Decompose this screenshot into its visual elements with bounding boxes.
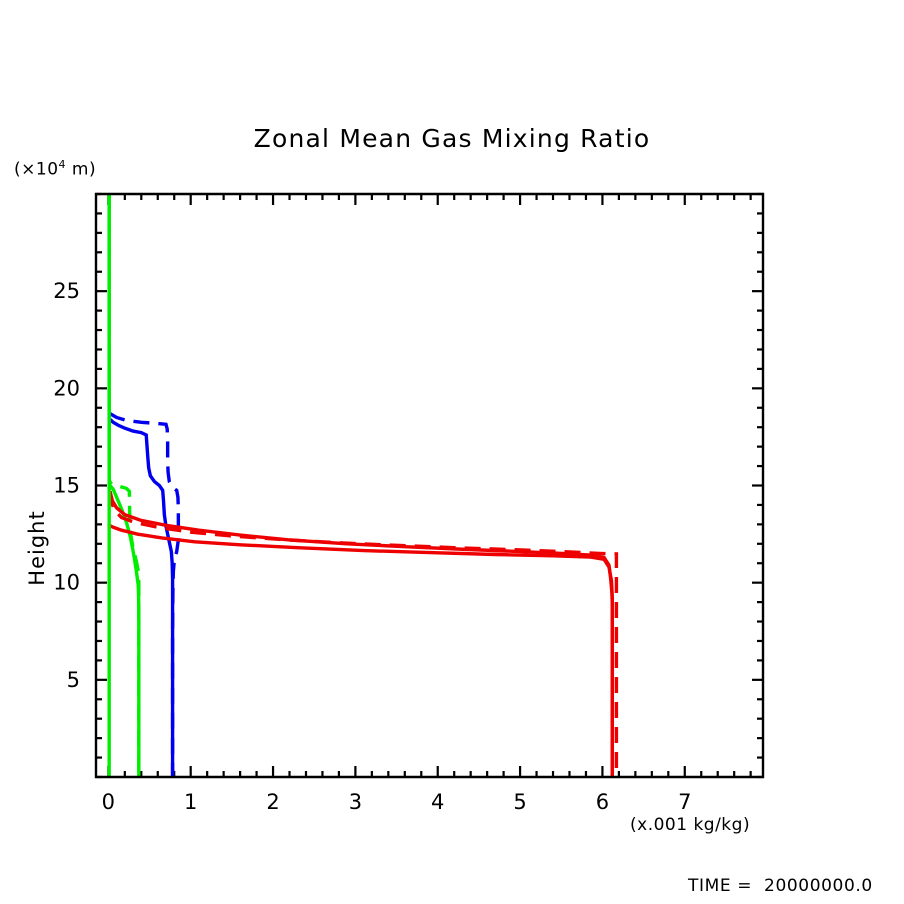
series-line-red-solid-upper: [108, 490, 615, 777]
series-line-blue-dashed: [109, 412, 181, 777]
axis-frame: [94, 192, 765, 779]
axis-tick-marks: [96, 192, 763, 779]
x-tick-label: 3: [349, 790, 362, 814]
series-line-blue-solid: [108, 418, 175, 777]
series-line-green-dashed: [107, 194, 141, 777]
x-tick-label: 1: [184, 790, 197, 814]
y-tick-label: 25: [53, 279, 80, 303]
x-tick-label: 2: [266, 790, 279, 814]
time-stamp-label: TIME = 20000000.0: [688, 876, 873, 896]
series-line-green-solid: [107, 194, 141, 777]
series-line-red-dashed: [108, 491, 619, 777]
x-tick-label: 7: [678, 790, 691, 814]
y-tick-label: 20: [53, 376, 80, 400]
y-tick-label: 15: [53, 474, 80, 498]
axis-tick-labels: 0 1 2 3 4 5 6 7 5 10 15 20 25: [53, 279, 691, 814]
x-axis-unit-label: (x.001 kg/kg): [630, 815, 751, 835]
y-tick-label: 10: [53, 571, 80, 595]
series-line-red-solid-lower: [108, 523, 615, 777]
x-tick-label: 6: [596, 790, 609, 814]
data-series-group: [107, 194, 619, 777]
y-axis-unit-label: (×104 m): [14, 158, 97, 180]
y-tick-label: 5: [67, 668, 80, 692]
chart-title: Zonal Mean Gas Mixing Ratio: [253, 124, 651, 153]
x-tick-label: 5: [513, 790, 526, 814]
x-tick-label: 4: [431, 790, 444, 814]
x-tick-label: 0: [102, 790, 115, 814]
